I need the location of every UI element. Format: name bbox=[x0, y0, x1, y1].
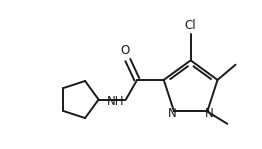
Text: N: N bbox=[168, 107, 177, 120]
Text: N: N bbox=[205, 107, 214, 120]
Text: O: O bbox=[121, 44, 130, 57]
Text: NH: NH bbox=[107, 95, 124, 108]
Text: Cl: Cl bbox=[185, 19, 196, 32]
